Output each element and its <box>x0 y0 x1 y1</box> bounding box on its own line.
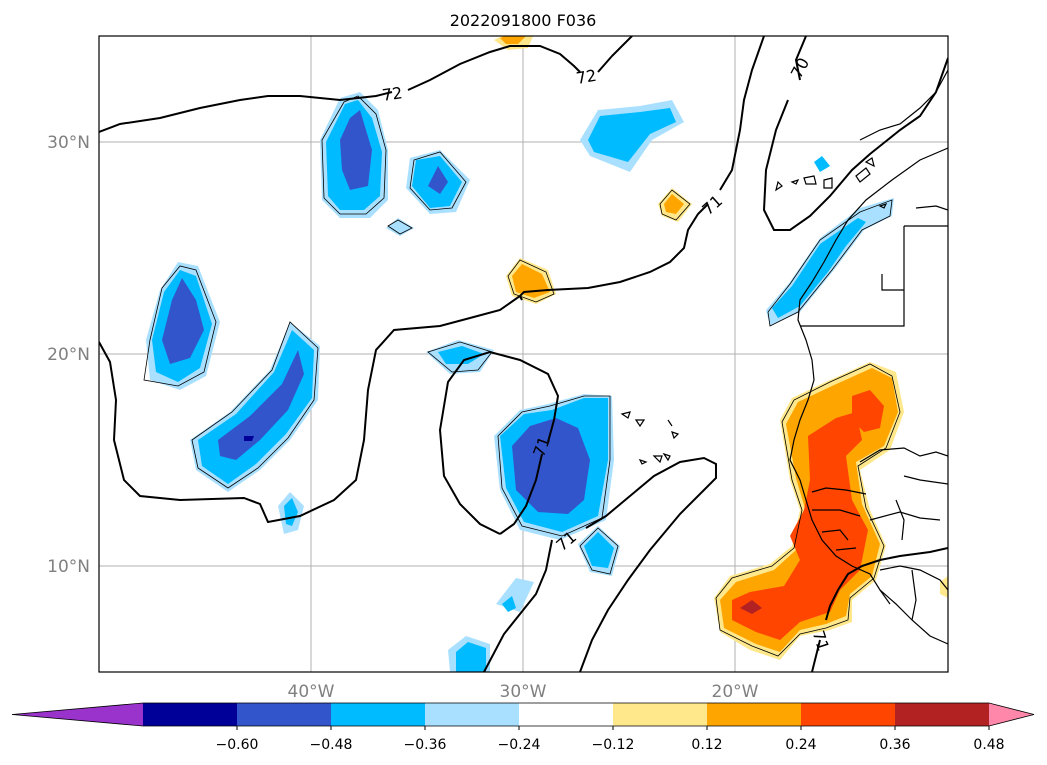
latitude-labels: 30°N 20°N 10°N <box>47 133 90 577</box>
colorbar-box <box>613 703 708 726</box>
blob-pos-d-red2 <box>852 390 884 432</box>
colorbar-box <box>425 703 520 726</box>
contour-71-c <box>519 295 523 301</box>
contour-71-i <box>811 639 821 672</box>
colorbar-tick-label: −0.60 <box>216 737 259 753</box>
colorbar-tick-label: 0.12 <box>691 737 722 753</box>
contour-71-h <box>825 547 948 621</box>
colorbar-box <box>331 703 426 726</box>
contour-71-a <box>99 203 709 524</box>
lat-label-10n: 10°N <box>47 557 90 577</box>
africa-border-14 <box>821 529 849 541</box>
contour-71-f <box>483 539 553 672</box>
africa-border-5 <box>859 447 948 463</box>
cape-verde <box>620 411 680 465</box>
blob-neg-e-core <box>218 350 304 460</box>
contour-72-c <box>597 36 633 73</box>
blob-pos-d-dark <box>740 600 762 614</box>
contour-71-e <box>499 453 543 535</box>
africa-border-3 <box>881 274 904 291</box>
contour-label-72a: 72 <box>381 83 404 105</box>
blob-neg-e-dark <box>244 436 254 441</box>
coastlines <box>620 69 948 645</box>
contour-72-b <box>407 45 581 91</box>
colorbar-box <box>519 703 614 726</box>
colorbar-tick-label: 0.24 <box>785 737 816 753</box>
figure-title: 2022091800 F036 <box>450 11 597 30</box>
contour-71-g <box>579 456 717 672</box>
africa-border-9 <box>869 511 941 521</box>
africa-border-4 <box>915 205 948 211</box>
blob-pos-a-mid <box>500 36 526 44</box>
madeira <box>878 202 888 209</box>
colorbar-box <box>707 703 802 726</box>
colorbar-box <box>801 703 896 726</box>
africa-border-6 <box>903 475 948 485</box>
africa-border-12 <box>879 589 891 605</box>
colorbar-extend-low <box>12 703 143 726</box>
colorbar-tick-label: 0.36 <box>879 737 910 753</box>
africa-border-13 <box>911 569 917 621</box>
lat-label-20n: 20°N <box>47 345 90 365</box>
blob-pos-e <box>940 576 948 598</box>
colorbar-box <box>895 703 990 726</box>
blob-neg-b-core <box>428 166 448 194</box>
contour-72-a <box>99 91 393 133</box>
contour-70-b <box>762 57 948 231</box>
blob-neg-small-3-core <box>502 596 516 612</box>
blob-neg-a-core <box>340 110 372 190</box>
contour-71-d <box>438 350 560 535</box>
contour-label-72b: 72 <box>575 66 598 88</box>
canary-islands <box>775 157 875 192</box>
colorbar-tick-label: −0.12 <box>592 737 635 753</box>
lon-label-20w: 20°W <box>712 682 759 702</box>
blob-neg-small-4 <box>814 156 830 172</box>
africa-border-15 <box>835 547 857 551</box>
africa-border-8 <box>812 509 861 517</box>
blob-neg-small-1 <box>386 218 414 236</box>
blob-pos-c-mid <box>512 264 550 298</box>
negative-anomaly-shading <box>146 92 894 672</box>
africa-border-10 <box>895 499 905 541</box>
africa-border-11 <box>879 565 948 591</box>
anomaly-outlines <box>143 95 901 657</box>
lon-label-30w: 30°W <box>500 682 547 702</box>
blob-pos-d-red1 <box>732 412 868 640</box>
colorbar-tick-label: −0.48 <box>310 737 353 753</box>
africa-border-2 <box>800 226 905 327</box>
blob-neg-d-core <box>162 278 204 364</box>
blob-neg-f-mid <box>438 346 484 364</box>
colorbar-box <box>237 703 332 726</box>
lon-label-40w: 40°W <box>288 682 335 702</box>
colorbar-tick-label: 0.48 <box>973 737 1004 753</box>
longitude-labels: 40°W 30°W 20°W <box>288 682 759 702</box>
map-panel: 72 72 70 71 71 71 71 <box>98 35 949 673</box>
blob-neg-c-mid <box>588 108 676 162</box>
africa-border-7 <box>811 487 867 495</box>
contour-71-b <box>719 36 765 191</box>
lat-label-30n: 30°N <box>47 133 90 153</box>
height-contours <box>99 36 948 672</box>
map-frame <box>98 35 949 673</box>
blob-neg-i-mid <box>456 642 486 672</box>
colorbar: −0.60 −0.48 −0.36 −0.24 −0.12 0.12 0.24 0.36 0.4… <box>11 702 1035 753</box>
blob-neg-j-mid <box>772 218 866 318</box>
blob-neg-h-mid <box>584 532 614 568</box>
blob-pos-b-mid <box>664 194 684 214</box>
colorbar-tick-label: −0.24 <box>498 737 541 753</box>
africa-coast <box>789 147 948 645</box>
colorbar-extend-high <box>989 703 1034 726</box>
colorbar-tick-label: −0.36 <box>404 737 447 753</box>
contour-70 <box>794 36 807 81</box>
colorbar-box <box>143 703 238 726</box>
